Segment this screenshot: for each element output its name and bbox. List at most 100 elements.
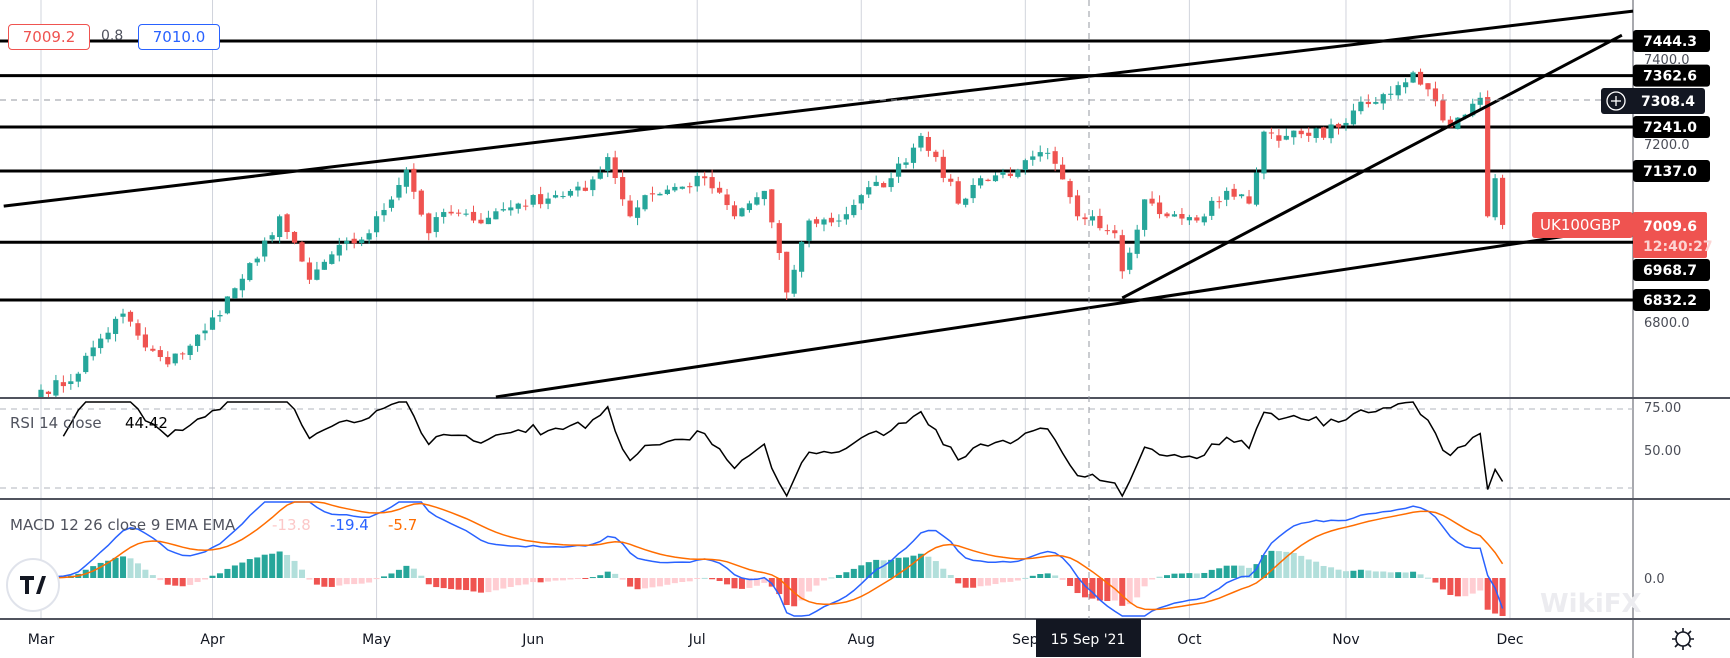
macd-histogram-bar	[1469, 578, 1476, 594]
macd-histogram-bar	[1074, 578, 1081, 594]
candle-up	[836, 220, 842, 222]
macd-histogram-bar	[492, 578, 499, 591]
candle-up	[485, 217, 492, 225]
macd-histogram-bar	[1432, 578, 1439, 583]
macd-histogram-bar	[537, 578, 544, 583]
macd-histogram-bar	[1425, 577, 1432, 579]
level-label: 7444.3	[1643, 34, 1697, 50]
candle-down	[933, 151, 939, 158]
macd-histogram-bar	[947, 574, 954, 578]
candle-up	[1343, 122, 1349, 126]
candle-up	[269, 235, 275, 240]
price-axis[interactable]: 7400.0 7200.0 6800.0	[1644, 53, 1690, 331]
level-label-box	[1633, 259, 1710, 281]
time-tick: Dec	[1496, 632, 1523, 648]
macd-histogram-bar	[239, 562, 246, 578]
candle-up	[1127, 252, 1133, 270]
candle-down	[135, 323, 141, 336]
macd-histogram-bar	[1141, 578, 1148, 587]
macd-histogram-bar	[1387, 572, 1394, 578]
candle-up	[567, 190, 574, 196]
sell-price-box[interactable]: 7009.2	[8, 24, 90, 50]
candle-down	[724, 194, 730, 206]
candle-down	[784, 251, 790, 293]
macd-histogram-bar	[381, 576, 388, 578]
candle-down	[351, 238, 357, 244]
macd-histogram-bar	[515, 578, 522, 586]
add-alert-plus-icon[interactable]	[1606, 91, 1626, 111]
macd-histogram-bar	[246, 559, 253, 578]
spread: 0.8	[101, 28, 124, 44]
macd-histogram-bar	[1029, 575, 1036, 578]
candle-up	[970, 184, 976, 199]
macd-value: -19.4	[330, 516, 369, 534]
macd-histogram-bar	[90, 566, 97, 578]
macd-histogram-bar	[1298, 555, 1305, 578]
crosshair-price-label[interactable]: 7308.4	[1601, 88, 1705, 114]
macd-histogram-bar	[291, 560, 298, 578]
candle-up	[977, 178, 984, 186]
macd-histogram-bar	[388, 573, 395, 578]
candle-up	[336, 244, 342, 256]
macd-histogram-bar	[709, 578, 716, 580]
macd-histogram-bar	[216, 573, 223, 578]
tradingview-logo[interactable]	[6, 558, 60, 612]
candle-up	[791, 269, 797, 294]
macd-histogram-bar	[507, 578, 514, 587]
candle-down	[284, 214, 290, 232]
candle-up	[1328, 124, 1334, 139]
candle-up	[441, 212, 447, 217]
macd-histogram-bar	[1149, 578, 1156, 580]
macd-histogram-bar	[1164, 575, 1171, 578]
horizontal-levels[interactable]	[0, 39, 1633, 302]
candle-up	[187, 345, 193, 355]
candle-up	[1000, 171, 1006, 175]
candle-down	[1499, 177, 1506, 225]
macd-histogram-bar	[1357, 569, 1364, 578]
candle-down	[150, 348, 156, 351]
candle-up	[217, 315, 223, 317]
candle-up	[329, 254, 335, 264]
macd-histogram-bar	[261, 554, 268, 578]
time-axis[interactable]: Mar Apr May Jun Jul Aug Sep Oct Nov Dec	[28, 632, 1524, 648]
macd-histogram-bar	[1022, 577, 1029, 579]
macd-histogram-bar	[835, 574, 842, 578]
macd-histogram-bar	[985, 578, 992, 586]
trend-lines[interactable]	[3, 9, 1634, 399]
candle-up	[605, 157, 611, 171]
candle-up	[799, 241, 805, 272]
macd-histogram-bar	[1201, 572, 1208, 578]
buy-price-box[interactable]: 7010.0	[138, 24, 220, 50]
macd-histogram-bar	[298, 569, 305, 578]
macd-histogram-bar	[97, 562, 104, 578]
candle-up	[105, 332, 111, 340]
rsi-legend[interactable]: RSI 14 close	[10, 414, 102, 432]
macd-histogram-bar	[433, 578, 440, 588]
candle-down	[165, 356, 171, 365]
macd-histogram-bar	[463, 578, 470, 591]
candle-down	[1365, 101, 1371, 105]
candle-down	[426, 213, 432, 234]
candle-down	[1335, 123, 1342, 128]
macd-histogram-bar	[1477, 578, 1484, 591]
macd-histogram-bar	[500, 578, 507, 589]
candle-down	[470, 211, 477, 221]
macd-legend[interactable]: MACD 12 26 close 9 EMA EMA	[10, 516, 236, 534]
candle-up	[500, 209, 506, 211]
macd-histogram-bar	[597, 575, 604, 578]
macd-histogram-bar	[656, 578, 663, 587]
rsi-value: 44.42	[125, 414, 168, 432]
macd-histogram-bar	[112, 557, 119, 578]
macd-line	[40, 501, 1504, 617]
macd-histogram-bar	[1223, 565, 1230, 578]
macd-histogram-bar	[1402, 572, 1409, 578]
settings-gear-icon[interactable]	[1672, 628, 1694, 650]
macd-histogram-bar	[425, 578, 432, 585]
macd-histogram-bar	[970, 578, 977, 588]
crosshair-price: 7308.4	[1641, 94, 1695, 110]
macd-histogram-bar	[888, 559, 895, 578]
candle-down	[1246, 196, 1252, 204]
candle-down	[828, 217, 835, 223]
candle-up	[1492, 178, 1498, 218]
